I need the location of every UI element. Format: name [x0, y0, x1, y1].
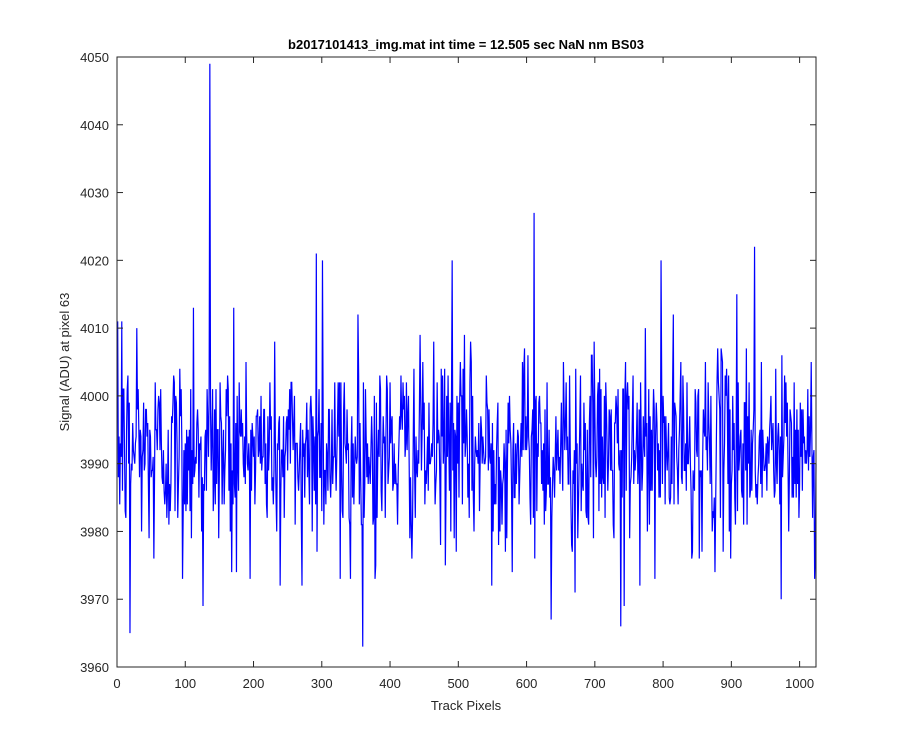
y-tick-label: 3960: [80, 660, 109, 675]
y-tick-label: 4030: [80, 186, 109, 201]
x-tick-label: 1000: [785, 676, 814, 691]
x-tick-label: 600: [516, 676, 538, 691]
x-axis-label: Track Pixels: [431, 698, 502, 713]
x-tick-label: 100: [174, 676, 196, 691]
x-tick-label: 300: [311, 676, 333, 691]
plot-area: [117, 57, 816, 667]
x-tick-label: 900: [721, 676, 743, 691]
y-tick-label: 3980: [80, 524, 109, 539]
x-ticks: 0 100 200 300 400 500 600 700 800 900 1000: [113, 57, 814, 691]
y-tick-label: 4040: [80, 118, 109, 133]
y-tick-label: 3990: [80, 457, 109, 472]
x-tick-label: 500: [447, 676, 469, 691]
y-tick-label: 4050: [80, 50, 109, 65]
x-tick-label: 0: [113, 676, 120, 691]
y-ticks: 3960 3970 3980 3990 4000 4010 4020 4030 4040 4050: [80, 50, 816, 675]
y-tick-label: 4000: [80, 389, 109, 404]
x-tick-label: 400: [379, 676, 401, 691]
chart-title: b2017101413_img.mat int time = 12.505 se…: [288, 37, 644, 52]
x-tick-label: 200: [243, 676, 265, 691]
y-tick-label: 4010: [80, 321, 109, 336]
series-group: [117, 63, 817, 647]
series-line: [117, 63, 817, 647]
y-tick-label: 4020: [80, 253, 109, 268]
y-tick-label: 3970: [80, 592, 109, 607]
x-tick-label: 800: [652, 676, 674, 691]
x-tick-label: 700: [584, 676, 606, 691]
y-axis-label: Signal (ADU) at pixel 63: [57, 293, 72, 432]
axes-box: [116, 56, 817, 668]
